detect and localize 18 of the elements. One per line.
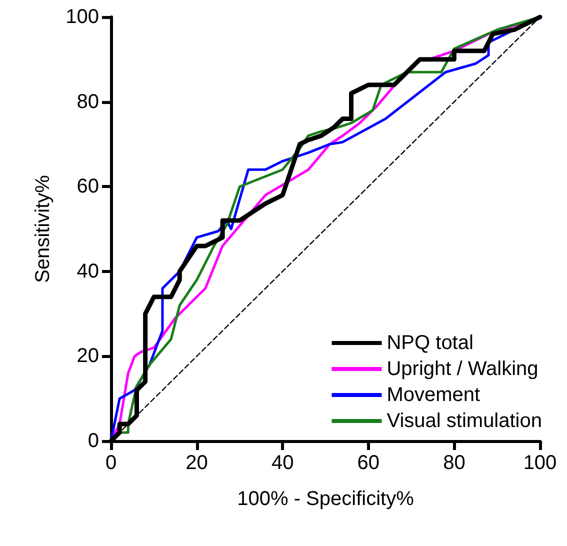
- x-tick-label: 20: [186, 452, 208, 474]
- y-tick-label: 20: [76, 345, 99, 368]
- y-tick-label: 100: [66, 6, 99, 28]
- x-axis-title: 100% - Specificity%: [237, 488, 414, 510]
- y-tick-label: 60: [76, 176, 99, 198]
- y-axis-title: Sensitivity%: [32, 174, 54, 283]
- legend-label: Movement: [386, 384, 481, 406]
- x-tick-label: 100: [523, 452, 557, 474]
- legend-label: NPQ total: [386, 332, 474, 354]
- x-tick-label: 80: [443, 452, 466, 474]
- y-tick-label: 0: [88, 430, 99, 452]
- y-tick-label: 40: [76, 260, 99, 282]
- x-tick-label: 40: [271, 452, 294, 474]
- x-tick-label: 60: [357, 452, 380, 474]
- legend-label: Upright / Walking: [386, 358, 538, 380]
- y-tick-label: 80: [76, 90, 99, 113]
- legend-label: Visual stimulation: [386, 410, 542, 432]
- x-tick-label: 0: [105, 452, 117, 474]
